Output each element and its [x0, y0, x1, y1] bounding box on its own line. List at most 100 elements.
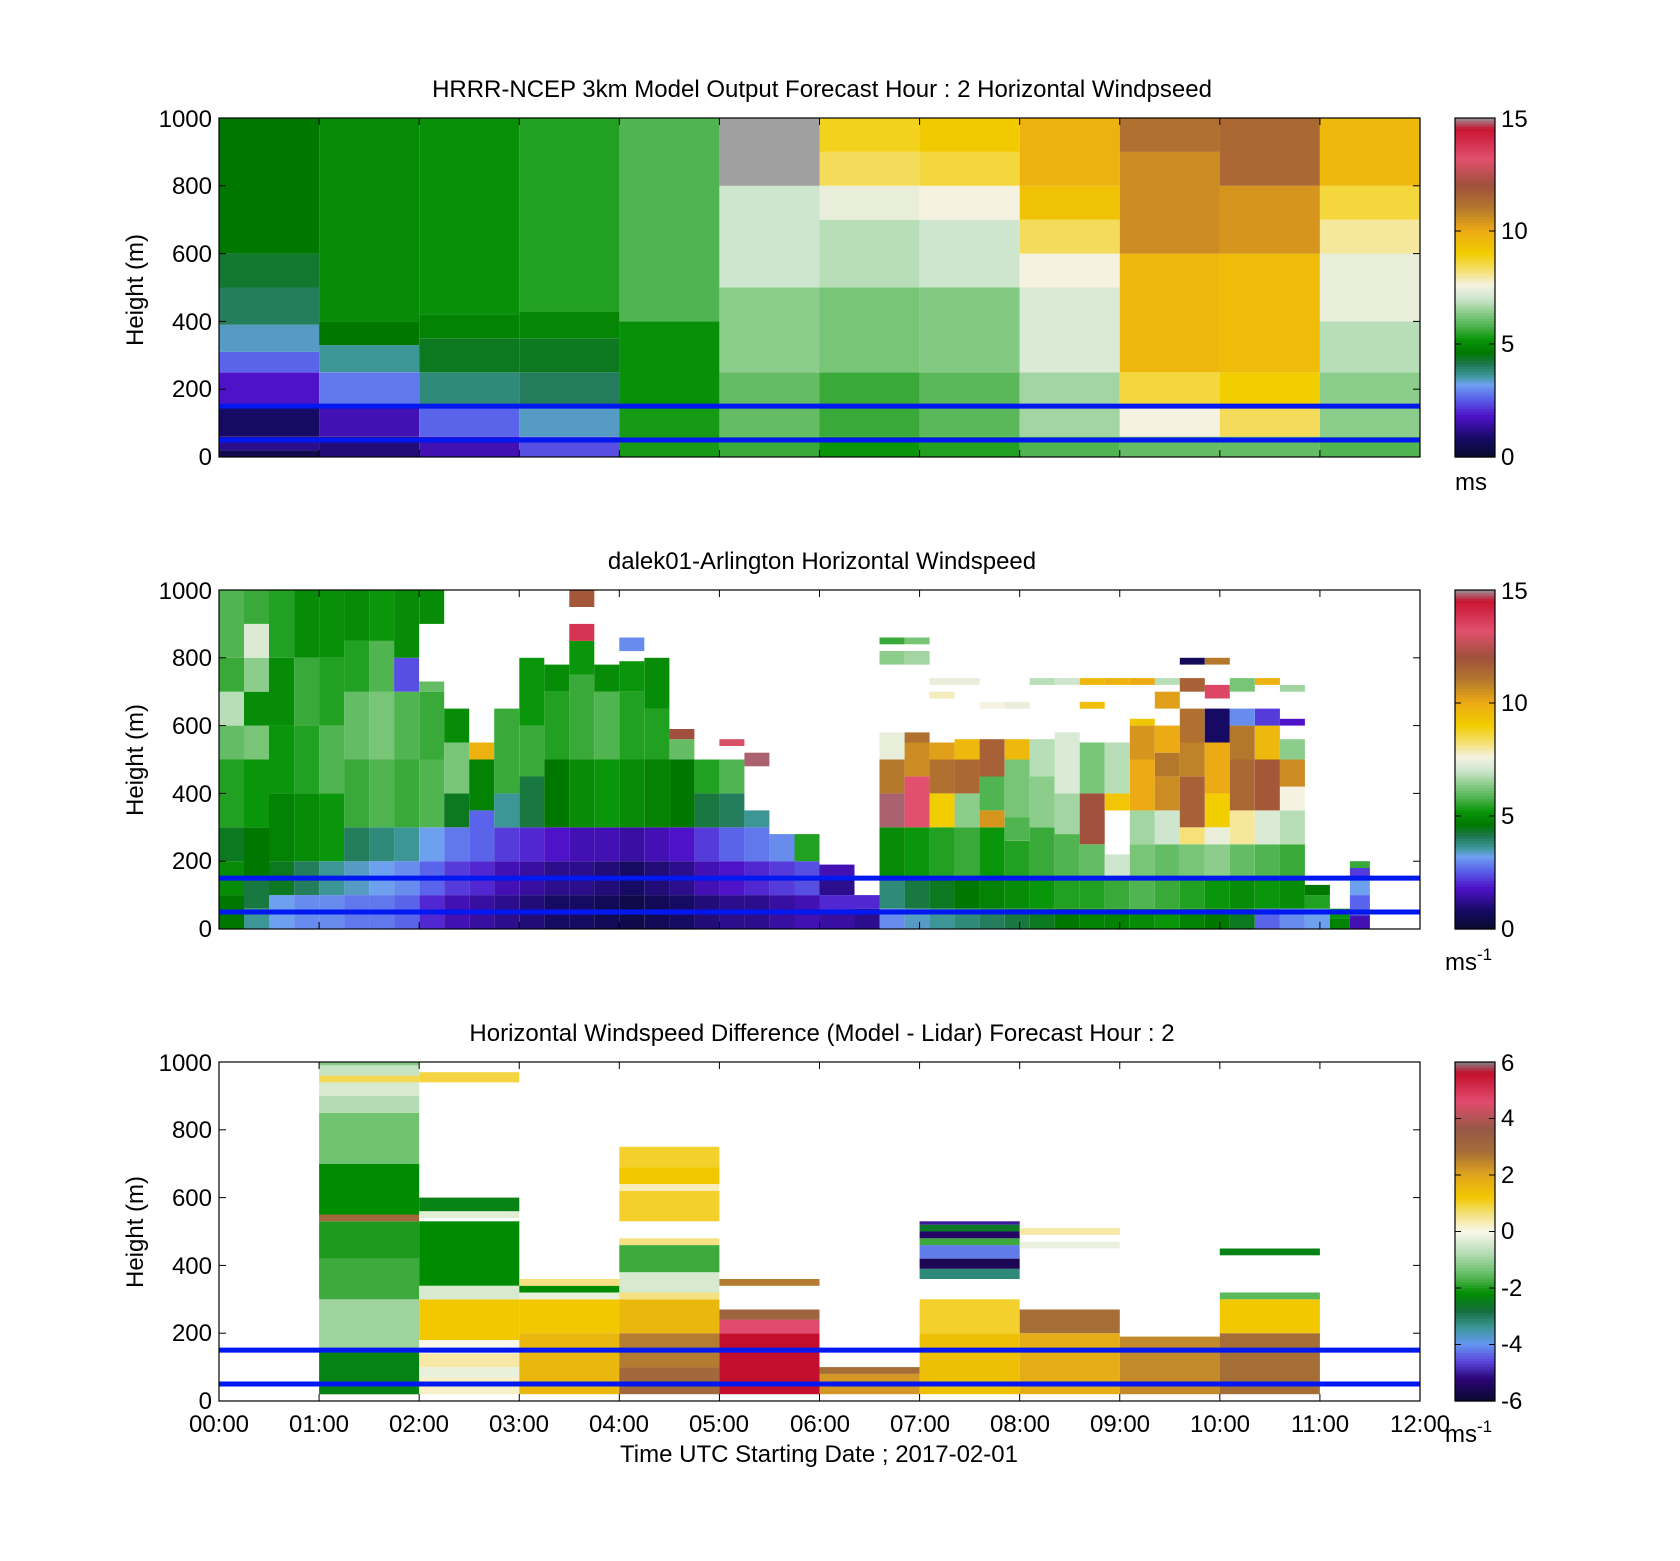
heatmap-cell [244, 878, 269, 909]
colorbar-swatch [1455, 262, 1495, 266]
heatmap-cell [744, 827, 770, 862]
colorbar-swatch [1455, 1200, 1495, 1204]
colorbar-swatch [1455, 346, 1495, 351]
heatmap-cell [879, 793, 905, 828]
colorbar-swatch [1455, 1248, 1495, 1252]
colorbar-swatch [1455, 400, 1495, 404]
colorbar-swatch [1455, 1064, 1495, 1069]
colorbar-swatch [1455, 1194, 1495, 1199]
heatmap-cell [244, 590, 269, 624]
colorbar-unit: ms-1 [1445, 945, 1492, 976]
colorbar-swatch [1455, 666, 1495, 670]
colorbar-swatch [1455, 1324, 1495, 1329]
y-tick-labels: 0 200 400 600 800 1000 [159, 1050, 212, 1415]
colorbar-swatch [1455, 1124, 1495, 1128]
heatmap-cell [319, 1075, 420, 1083]
colorbar-swatch [1455, 1299, 1495, 1303]
colorbar-swatch [1455, 270, 1495, 274]
colorbar-swatch [1455, 866, 1495, 871]
colorbar-swatch [1455, 1256, 1495, 1261]
heatmap-cell [319, 406, 420, 437]
colorbar-swatch [1455, 214, 1495, 218]
colorbar-swatch [1455, 250, 1495, 255]
heatmap-cell [1204, 657, 1230, 665]
colorbar-swatch [1455, 813, 1495, 817]
heatmap-cell [1279, 786, 1305, 811]
colorbar-swatch [1455, 143, 1495, 147]
heatmap-cell [1029, 678, 1055, 685]
colorbar-swatch [1455, 841, 1495, 845]
colorbar-swatch [1455, 242, 1495, 246]
heatmap-cell [1254, 708, 1280, 726]
heatmap-cell [1204, 708, 1230, 743]
heatmap-cell [954, 827, 980, 879]
colorbar-swatch [1455, 1347, 1495, 1351]
heatmap-cell [494, 708, 520, 794]
colorbar-swatch [1455, 318, 1495, 322]
colorbar-swatch [1455, 717, 1495, 721]
colorbar-swatch [1455, 1239, 1495, 1244]
colorbar-swatch [1455, 372, 1495, 376]
heatmap-cell [344, 827, 370, 862]
heatmap-plot [218, 589, 1421, 930]
colorbar-swatch [1455, 1197, 1495, 1202]
colorbar-swatch [1455, 1177, 1495, 1182]
heatmap-cell [294, 657, 320, 726]
colorbar-swatch [1455, 383, 1495, 387]
heatmap-cell [394, 590, 420, 658]
panel-title: dalek01-Arlington Horizontal Windspeed [608, 548, 1036, 575]
y-tick-label: 800 [172, 645, 212, 672]
colorbar-swatch [1455, 228, 1495, 232]
colorbar-swatch [1455, 281, 1495, 286]
heatmap-cell [904, 742, 930, 777]
heatmap-cell [419, 338, 520, 373]
colorbar-swatch [1455, 1392, 1495, 1396]
heatmap-cell [819, 185, 920, 220]
x-tick-label: 02:00 [389, 1411, 449, 1438]
colorbar-swatch [1455, 708, 1495, 713]
heatmap-cell [444, 708, 470, 743]
heatmap-cell [919, 1231, 1020, 1239]
colorbar-swatch [1455, 770, 1495, 775]
heatmap-cell [244, 759, 269, 828]
heatmap-cell [719, 118, 820, 186]
heatmap-cell [469, 742, 495, 760]
colorbar-swatch [1455, 1378, 1495, 1382]
heatmap-cell [819, 1367, 920, 1374]
colorbar-swatch [1455, 776, 1495, 780]
heatmap-cell [419, 1299, 520, 1340]
heatmap-cell [494, 827, 520, 862]
colorbar-swatch [1455, 722, 1495, 727]
heatmap-cell [319, 1062, 420, 1066]
heatmap-cell [519, 406, 620, 437]
colorbar-swatch [1455, 225, 1495, 229]
colorbar-swatch [1455, 403, 1495, 407]
colorbar-swatch [1455, 414, 1495, 419]
heatmap-cell [619, 661, 645, 692]
x-tick-label: 12:00 [1390, 1411, 1450, 1438]
colorbar-swatch [1455, 1175, 1495, 1179]
heatmap-cell [879, 637, 905, 645]
heatmap-cell [819, 895, 855, 912]
heatmap-cell [1179, 878, 1205, 909]
colorbar-swatch [1455, 1138, 1495, 1142]
colorbar-swatch [1455, 1242, 1495, 1247]
colorbar-swatch [1455, 643, 1495, 648]
colorbar-swatch [1455, 423, 1495, 427]
colorbar-swatch [1455, 762, 1495, 766]
x-tick-label: 04:00 [589, 1411, 649, 1438]
heatmap-cell [1019, 118, 1120, 186]
heatmap-cell [979, 701, 1005, 709]
colorbar-swatch [1455, 259, 1495, 263]
heatmap-cell [1029, 739, 1055, 777]
heatmap-cell [1219, 118, 1320, 186]
y-tick-label: 400 [172, 1253, 212, 1280]
colorbar-swatch [1455, 290, 1495, 294]
heatmap-cell [1204, 684, 1230, 699]
colorbar-swatch [1455, 194, 1495, 198]
heatmap-cell [1229, 708, 1255, 726]
colorbar-swatch [1455, 1254, 1495, 1258]
colorbar-tick-label: 5 [1501, 803, 1514, 830]
heatmap-cell [819, 151, 920, 186]
colorbar-swatch [1455, 264, 1495, 269]
